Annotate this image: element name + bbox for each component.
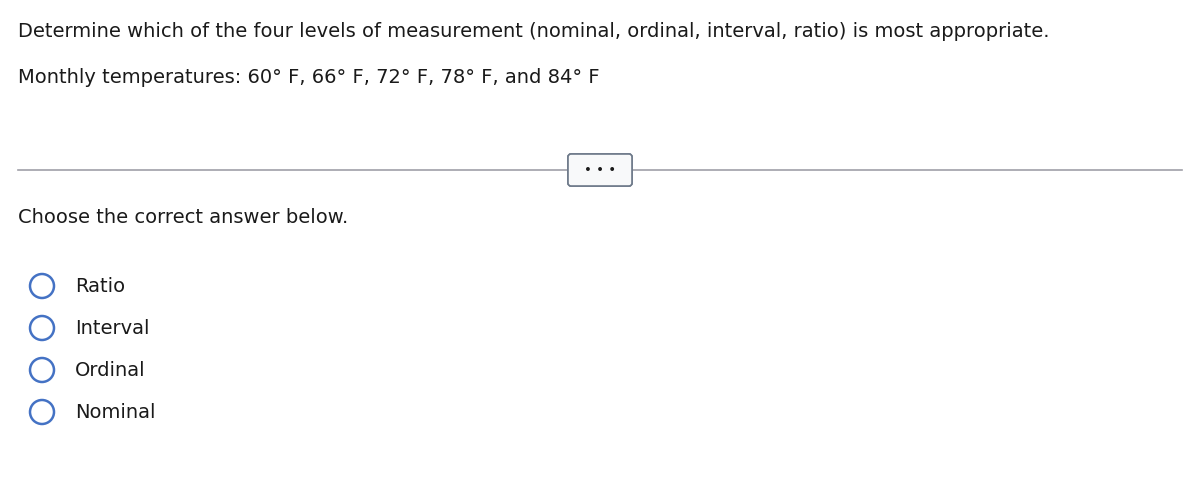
Circle shape — [30, 316, 54, 340]
Text: Ratio: Ratio — [74, 276, 125, 296]
Text: Interval: Interval — [74, 319, 150, 337]
Circle shape — [30, 358, 54, 382]
Text: Choose the correct answer below.: Choose the correct answer below. — [18, 208, 348, 227]
FancyBboxPatch shape — [568, 154, 632, 186]
Text: • • •: • • • — [584, 164, 616, 176]
Text: Determine which of the four levels of measurement (nominal, ordinal, interval, r: Determine which of the four levels of me… — [18, 22, 1050, 41]
Text: Nominal: Nominal — [74, 403, 156, 421]
FancyBboxPatch shape — [569, 157, 631, 183]
FancyBboxPatch shape — [568, 154, 632, 186]
Circle shape — [30, 400, 54, 424]
Text: Monthly temperatures: 60° F, 66° F, 72° F, 78° F, and 84° F: Monthly temperatures: 60° F, 66° F, 72° … — [18, 68, 600, 87]
Text: Ordinal: Ordinal — [74, 360, 145, 380]
Circle shape — [30, 274, 54, 298]
